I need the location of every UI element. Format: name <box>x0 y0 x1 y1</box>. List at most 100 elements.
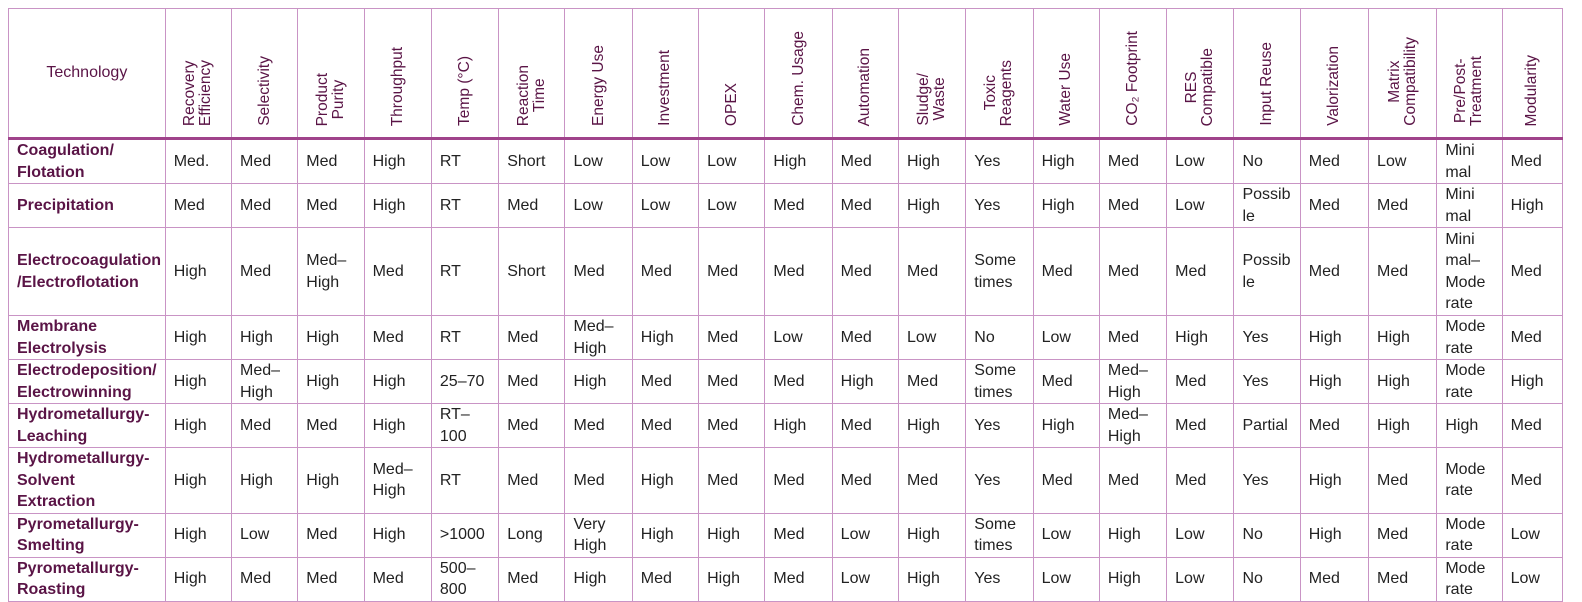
column-header-label: Input Reuse <box>1258 42 1276 126</box>
table-cell: Med <box>1299 556 1370 602</box>
table-cell: Low <box>564 138 633 184</box>
column-header-modularity: Modularity <box>1501 8 1564 140</box>
table-cell: Med <box>564 447 633 514</box>
table-cell: Mode rate <box>1436 315 1503 360</box>
column-header-label: Water Use <box>1057 53 1075 126</box>
table-cell: High <box>164 447 233 514</box>
table-cell: >1000 <box>430 512 500 558</box>
column-header-toxic-reagents: Toxic Reagents <box>965 8 1034 140</box>
table-cell: Possib le <box>1233 227 1301 316</box>
table-cell: High <box>698 512 766 558</box>
table-cell: High <box>1299 512 1370 558</box>
table-cell: Med <box>1166 359 1235 404</box>
column-header-selectivity: Selectivity <box>230 8 299 140</box>
table-cell: No <box>965 315 1034 360</box>
table-cell: Med <box>1299 227 1370 316</box>
table-cell: High <box>1299 359 1370 404</box>
table-cell: Med <box>831 403 899 448</box>
table-cell: Possib le <box>1233 183 1301 228</box>
table-cell: High <box>297 315 365 360</box>
table-cell: Med <box>1032 359 1100 404</box>
table-cell: Med <box>831 447 899 514</box>
table-cell: Yes <box>965 183 1034 228</box>
table-cell: Med– High <box>564 315 633 360</box>
table-row: Coagulation/ Flotation Med. Med Med High RT Sh… <box>8 138 1564 184</box>
table-row: Membrane Electrolysis High High High Med RT Me… <box>8 315 1564 360</box>
column-header-chem-usage: Chem. Usage <box>764 8 833 140</box>
table-cell: Short <box>498 227 566 316</box>
table-cell: Low <box>564 183 633 228</box>
technology-comparison-table: Technology Recovery Efficiency Selectivity… <box>8 8 1564 602</box>
table-cell: High <box>297 359 365 404</box>
table-cell: No <box>1233 556 1301 602</box>
technology-name-cell: Precipitation <box>8 183 166 228</box>
table-cell: High <box>1501 359 1564 404</box>
table-cell: Med <box>1501 227 1564 316</box>
table-cell: High <box>363 359 432 404</box>
table-cell: Mode rate <box>1436 359 1503 404</box>
table-cell: High <box>564 556 633 602</box>
column-header-label: RES Compatible <box>1183 47 1217 126</box>
table-cell: Low <box>230 512 299 558</box>
table-cell: Med <box>1166 227 1235 316</box>
table-cell: No <box>1233 138 1301 184</box>
table-cell: High <box>631 315 700 360</box>
column-header-temp-c: Temp (°C) <box>430 8 500 140</box>
column-header-matrix-compatibility: Matrix Compatibility <box>1368 8 1438 140</box>
column-header-throughput: Throughput <box>363 8 432 140</box>
column-header-label: OPEX <box>722 82 740 126</box>
table-cell: High <box>297 447 365 514</box>
table-cell: Med <box>1501 315 1564 360</box>
table-cell: Med. <box>164 138 233 184</box>
table-cell: Med <box>564 403 633 448</box>
table-cell: Low <box>831 512 899 558</box>
table-cell: Med– High <box>230 359 299 404</box>
table-cell: High <box>164 359 233 404</box>
table-cell: 25–70 <box>430 359 500 404</box>
table-cell: High <box>698 556 766 602</box>
table-cell: Med <box>698 315 766 360</box>
table-cell: Med <box>1299 403 1370 448</box>
table-cell: Yes <box>965 447 1034 514</box>
technology-name-cell: Coagulation/ Flotation <box>8 138 166 184</box>
table-cell: High <box>1098 556 1168 602</box>
table-cell: Med– High <box>363 447 432 514</box>
technology-name-cell: Hydrometallurgy- Leaching <box>8 403 166 448</box>
table-cell: High <box>1368 315 1438 360</box>
table-cell: Med <box>764 227 833 316</box>
table-cell: High <box>1299 447 1370 514</box>
column-header-label: Reaction Time <box>514 64 548 126</box>
column-header-label: Throughput <box>388 46 406 126</box>
table-row: Hydrometallurgy- Leaching High Med Med High R… <box>8 403 1564 448</box>
table-cell: Med <box>1098 138 1168 184</box>
table-cell: Med <box>1501 138 1564 184</box>
table-cell: Med <box>1368 227 1438 316</box>
table-cell: Med <box>1032 447 1100 514</box>
column-header-label: CO₂ Footprint <box>1124 31 1141 126</box>
technology-name-cell: Hydrometallurgy- Solvent Extraction <box>8 447 166 514</box>
column-header-label: Toxic Reagents <box>982 59 1016 126</box>
column-header-co-footprint: CO₂ Footprint <box>1098 8 1168 140</box>
table-cell: Yes <box>1233 447 1301 514</box>
table-cell: Med <box>498 556 566 602</box>
technology-name-cell: Pyrometallurgy- Smelting <box>8 512 166 558</box>
table-cell: Low <box>1501 512 1564 558</box>
column-header-valorization: Valorization <box>1299 8 1370 140</box>
table-cell: RT <box>430 447 500 514</box>
table-cell: Med <box>1098 447 1168 514</box>
table-row: Pyrometallurgy- Roasting High Med Med Med 500… <box>8 556 1564 602</box>
table-cell: Med <box>831 315 899 360</box>
table-cell: Med <box>1368 183 1438 228</box>
table-cell: RT <box>430 183 500 228</box>
table-cell: 500– 800 <box>430 556 500 602</box>
table-cell: High <box>363 512 432 558</box>
table-cell: Med <box>363 315 432 360</box>
column-header-energy-use: Energy Use <box>564 8 633 140</box>
table-cell: Med <box>297 183 365 228</box>
table-cell: Med <box>1501 447 1564 514</box>
column-header-investment: Investment <box>631 8 700 140</box>
table-cell: RT <box>430 138 500 184</box>
column-header-label: Temp (°C) <box>456 56 474 126</box>
table-cell: High <box>897 556 967 602</box>
table-cell: Low <box>1368 138 1438 184</box>
